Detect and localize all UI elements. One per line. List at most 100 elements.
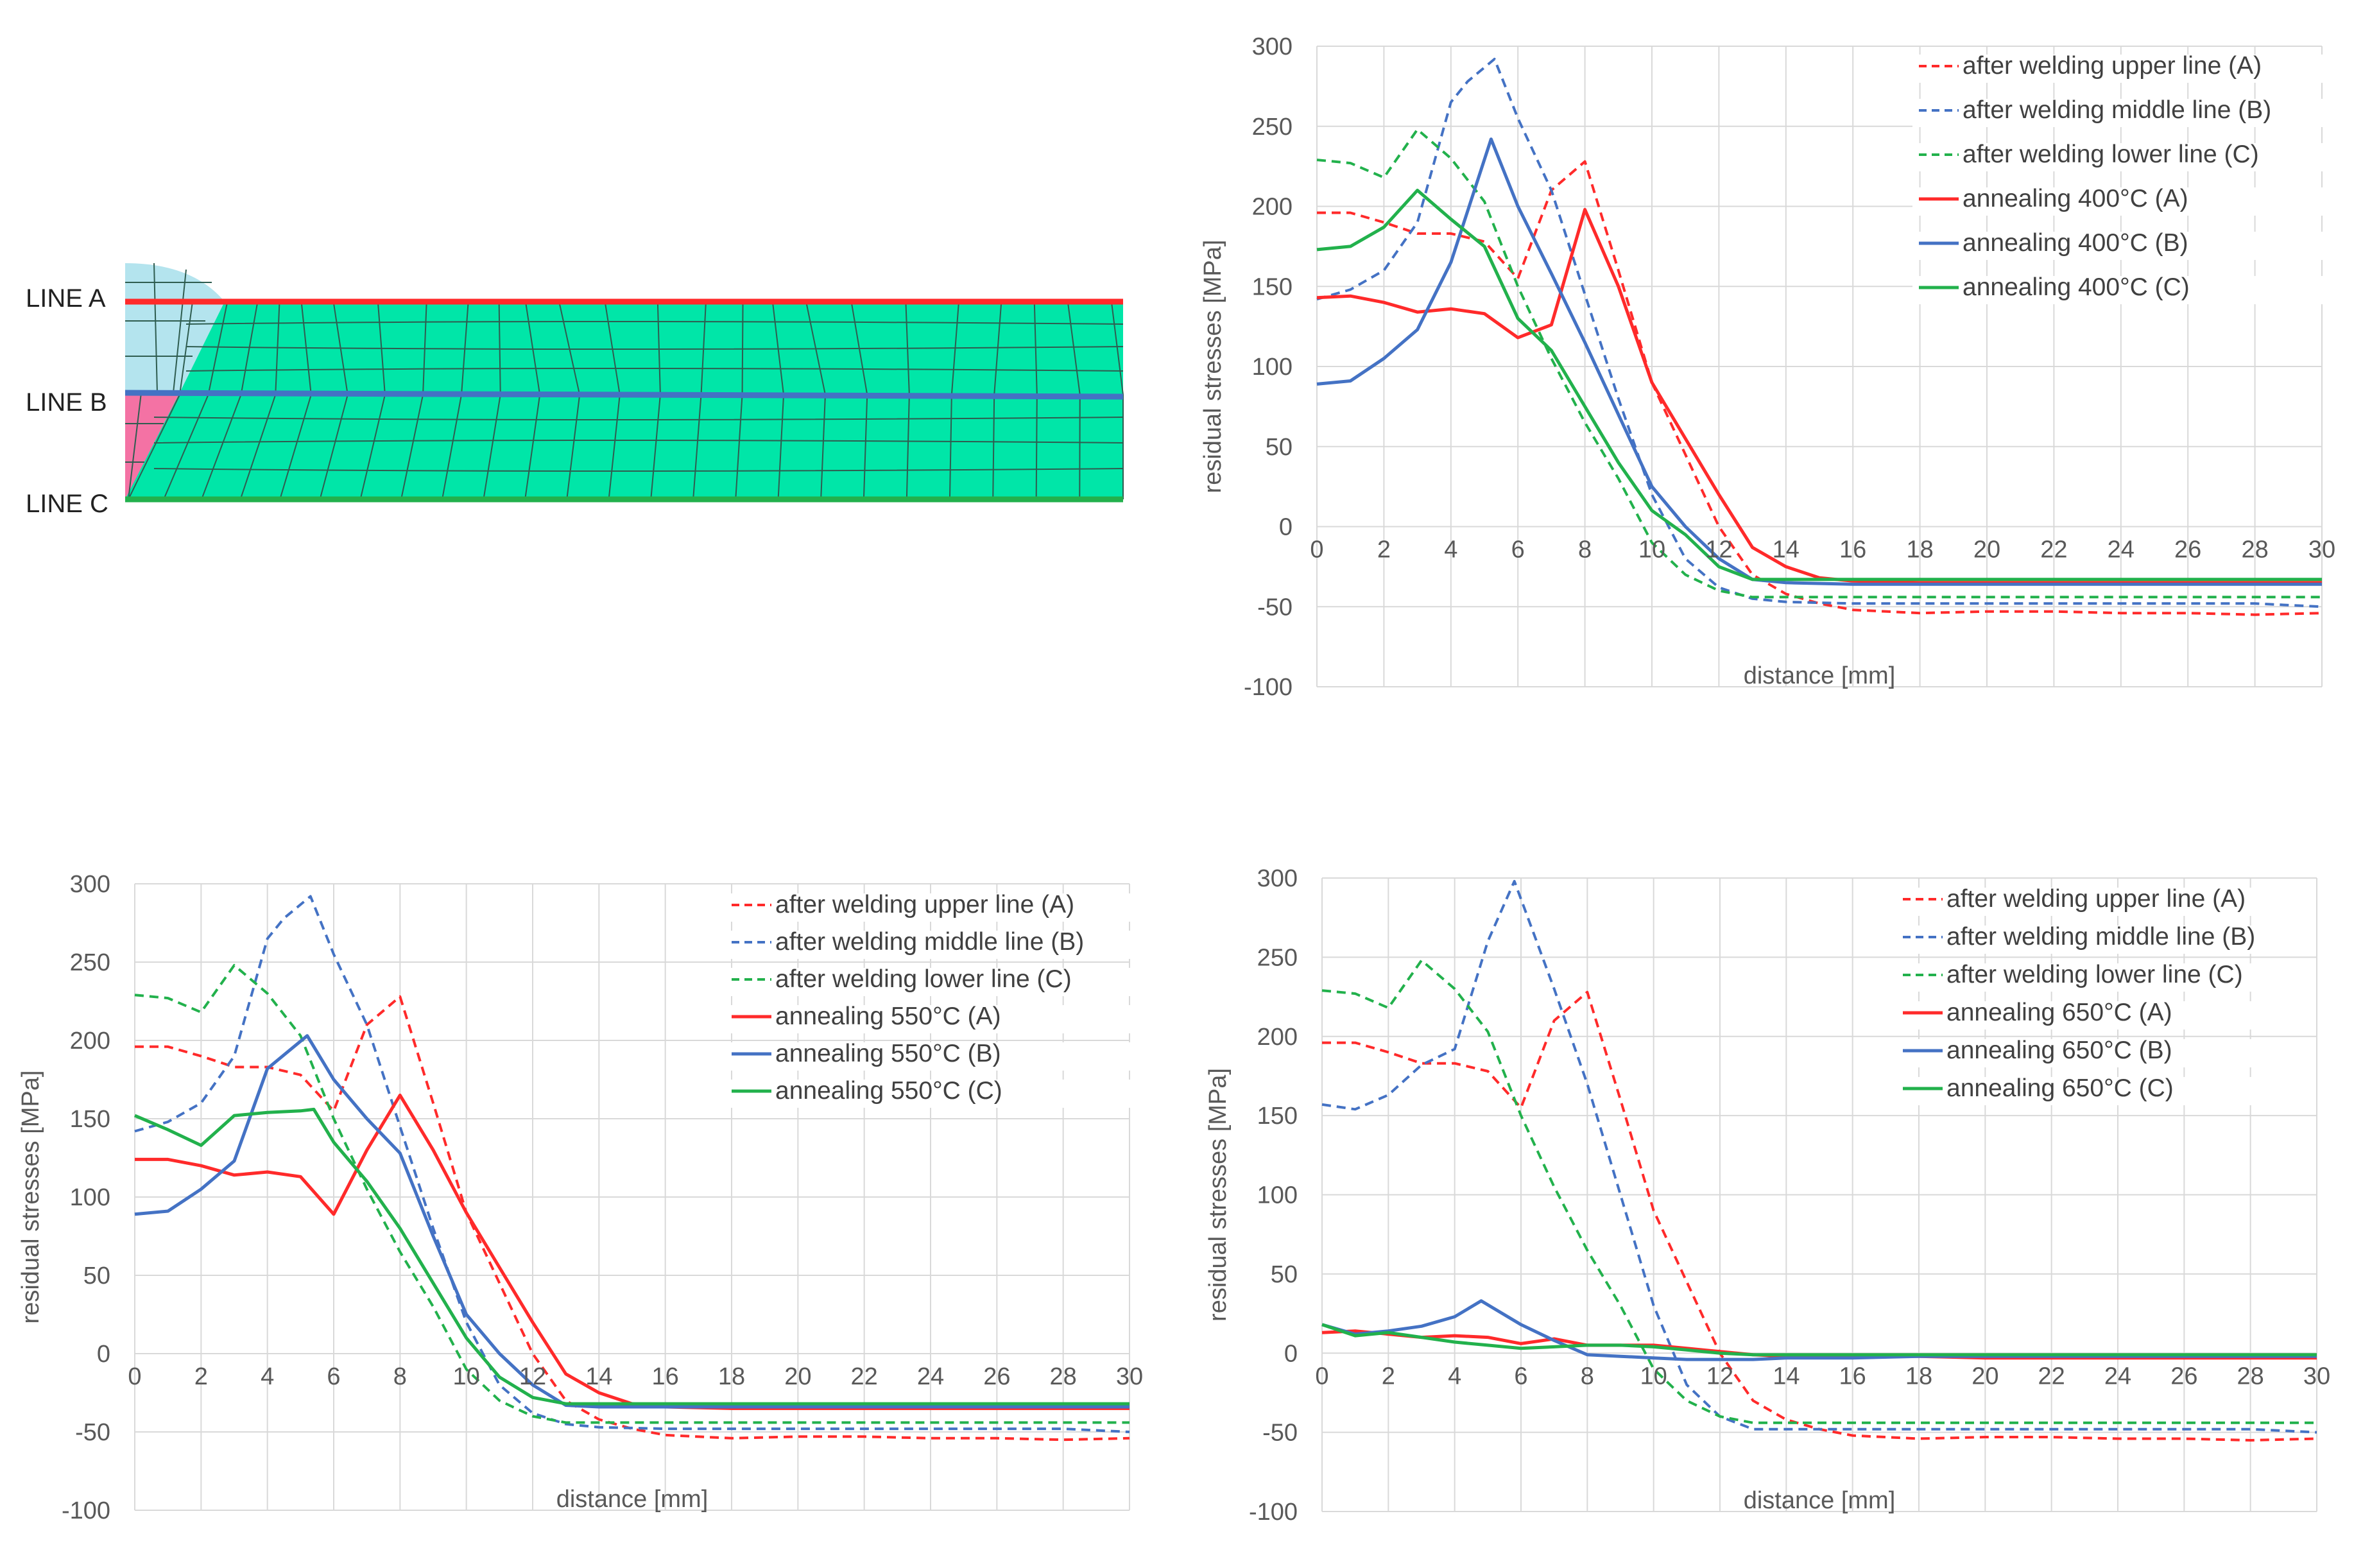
y-axis-label: residual stresses [MPa] bbox=[17, 1071, 44, 1324]
weld-lower-zone bbox=[125, 393, 180, 499]
legend-item: annealing 550°C (C) bbox=[725, 1077, 1136, 1108]
x-tick-label: 20 bbox=[1972, 1363, 1998, 1390]
x-tick-label: 18 bbox=[1906, 537, 1933, 564]
legend-bg bbox=[1912, 232, 2323, 260]
y-tick-label: 50 bbox=[1271, 1261, 1298, 1288]
x-tick-label: 16 bbox=[1839, 537, 1866, 564]
legend-label: after welding lower line (C) bbox=[775, 965, 1072, 993]
y-tick-label: 300 bbox=[1257, 865, 1298, 892]
legend-bg bbox=[725, 968, 1136, 996]
series-line bbox=[1317, 160, 2323, 616]
y-tick-label: -50 bbox=[1257, 594, 1293, 621]
x-tick-label: 2 bbox=[1377, 537, 1391, 564]
legend-item: after welding upper line (A) bbox=[1912, 52, 2323, 83]
y-tick-label: 50 bbox=[1266, 434, 1293, 461]
mesh-line bbox=[128, 392, 142, 500]
x-tick-label: 6 bbox=[1514, 1363, 1527, 1390]
mesh-line bbox=[185, 321, 1124, 325]
legend-item: after welding middle line (B) bbox=[1896, 923, 2307, 954]
x-tick-label: 8 bbox=[1578, 537, 1592, 564]
legend-bg bbox=[1896, 1039, 2307, 1067]
y-tick-label: 200 bbox=[1257, 1024, 1298, 1051]
legend-item: annealing 650°C (A) bbox=[1896, 999, 2307, 1030]
x-tick-label: 26 bbox=[2170, 1363, 2197, 1390]
y-tick-label: -100 bbox=[1244, 674, 1293, 701]
chart-series bbox=[1321, 879, 2317, 1442]
series-line bbox=[134, 895, 1130, 1433]
x-tick-label: 16 bbox=[652, 1363, 679, 1390]
series-line bbox=[135, 995, 1130, 1442]
legend-item: annealing 650°C (C) bbox=[1896, 1074, 2307, 1105]
mesh-line bbox=[153, 417, 1124, 420]
x-tick-label: 4 bbox=[1448, 1363, 1461, 1390]
legend-item: after welding lower line (C) bbox=[1896, 961, 2307, 992]
x-tick-label: 30 bbox=[1116, 1363, 1143, 1390]
x-tick-label: 20 bbox=[1973, 537, 2000, 564]
x-tick-label: 30 bbox=[2308, 537, 2335, 564]
series-line bbox=[1316, 58, 2323, 608]
legend: after welding upper line (A) after weldi… bbox=[725, 891, 1136, 1108]
y-tick-label: 250 bbox=[1257, 944, 1298, 971]
fem-mesh-diagram: LINE A LINE B LINE C bbox=[26, 263, 1124, 518]
mesh-line bbox=[173, 269, 187, 393]
series-line bbox=[134, 1034, 1130, 1409]
y-tick-label: 50 bbox=[83, 1262, 110, 1289]
legend-bg bbox=[1896, 1001, 2307, 1030]
y-tick-label: 0 bbox=[97, 1341, 110, 1368]
series-line bbox=[1321, 1299, 2317, 1361]
y-tick-label: 150 bbox=[70, 1106, 110, 1133]
y-tick-label: 300 bbox=[70, 871, 110, 898]
line-c-label: LINE C bbox=[26, 490, 108, 518]
y-tick-label: 250 bbox=[1252, 114, 1293, 141]
series-line bbox=[1316, 128, 2322, 599]
mesh-line bbox=[185, 368, 1124, 372]
x-tick-label: 28 bbox=[2241, 537, 2268, 564]
series-line bbox=[1316, 137, 2322, 586]
x-tick-label: 26 bbox=[983, 1363, 1010, 1390]
series-line bbox=[1321, 1323, 2317, 1357]
legend-item: after welding lower line (C) bbox=[725, 965, 1136, 996]
chart-series bbox=[134, 895, 1130, 1442]
mesh-line bbox=[153, 440, 1124, 444]
legend-bg bbox=[1912, 99, 2323, 127]
legend-label: annealing 400°C (A) bbox=[1963, 185, 2188, 212]
legend: after welding upper line (A) after weldi… bbox=[1896, 885, 2307, 1105]
y-tick-label: 300 bbox=[1252, 33, 1293, 60]
x-tick-label: 30 bbox=[2303, 1363, 2330, 1390]
x-tick-label: 20 bbox=[784, 1363, 811, 1390]
x-tick-label: 0 bbox=[128, 1363, 141, 1390]
y-tick-label: 100 bbox=[1257, 1182, 1298, 1209]
x-tick-label: 12 bbox=[1706, 1363, 1733, 1390]
legend-bg bbox=[1896, 963, 2307, 992]
x-tick-label: 24 bbox=[2104, 1363, 2131, 1390]
y-tick-label: -50 bbox=[1262, 1420, 1298, 1447]
x-tick-label: 28 bbox=[1050, 1363, 1077, 1390]
mesh-line bbox=[185, 346, 1124, 350]
x-tick-label: 22 bbox=[2040, 537, 2067, 564]
series-line bbox=[1321, 959, 2317, 1424]
legend-bg bbox=[1896, 1077, 2307, 1105]
x-tick-label: 14 bbox=[1773, 537, 1800, 564]
x-tick-label: 12 bbox=[1705, 537, 1732, 564]
legend-label: after welding upper line (A) bbox=[1946, 885, 2246, 913]
y-tick-label: 150 bbox=[1252, 273, 1293, 300]
series-line bbox=[1316, 189, 2322, 582]
x-tick-label: 10 bbox=[1640, 1363, 1667, 1390]
x-tick-label: 14 bbox=[1773, 1363, 1800, 1390]
y-axis-label: residual stresses [MPa] bbox=[1205, 1068, 1232, 1322]
x-tick-label: 24 bbox=[917, 1363, 944, 1390]
weld-upper-zone bbox=[125, 263, 225, 393]
x-tick-label: 6 bbox=[1511, 537, 1525, 564]
legend-label: after welding middle line (B) bbox=[1963, 96, 2271, 124]
x-tick-label: 26 bbox=[2174, 537, 2201, 564]
series-line bbox=[134, 1107, 1130, 1406]
legend-bg bbox=[1912, 276, 2323, 304]
legend-label: annealing 650°C (C) bbox=[1946, 1074, 2174, 1102]
y-tick-label: 250 bbox=[70, 949, 110, 976]
legend: after welding upper line (A) after weldi… bbox=[1912, 52, 2323, 304]
x-tick-label: 6 bbox=[327, 1363, 340, 1390]
x-tick-labels: 0 2 4 6 8 10 12 14 16 18 20 22 24 26 28 30 bbox=[1310, 537, 2335, 564]
legend-label: after welding upper line (A) bbox=[1963, 52, 2262, 80]
